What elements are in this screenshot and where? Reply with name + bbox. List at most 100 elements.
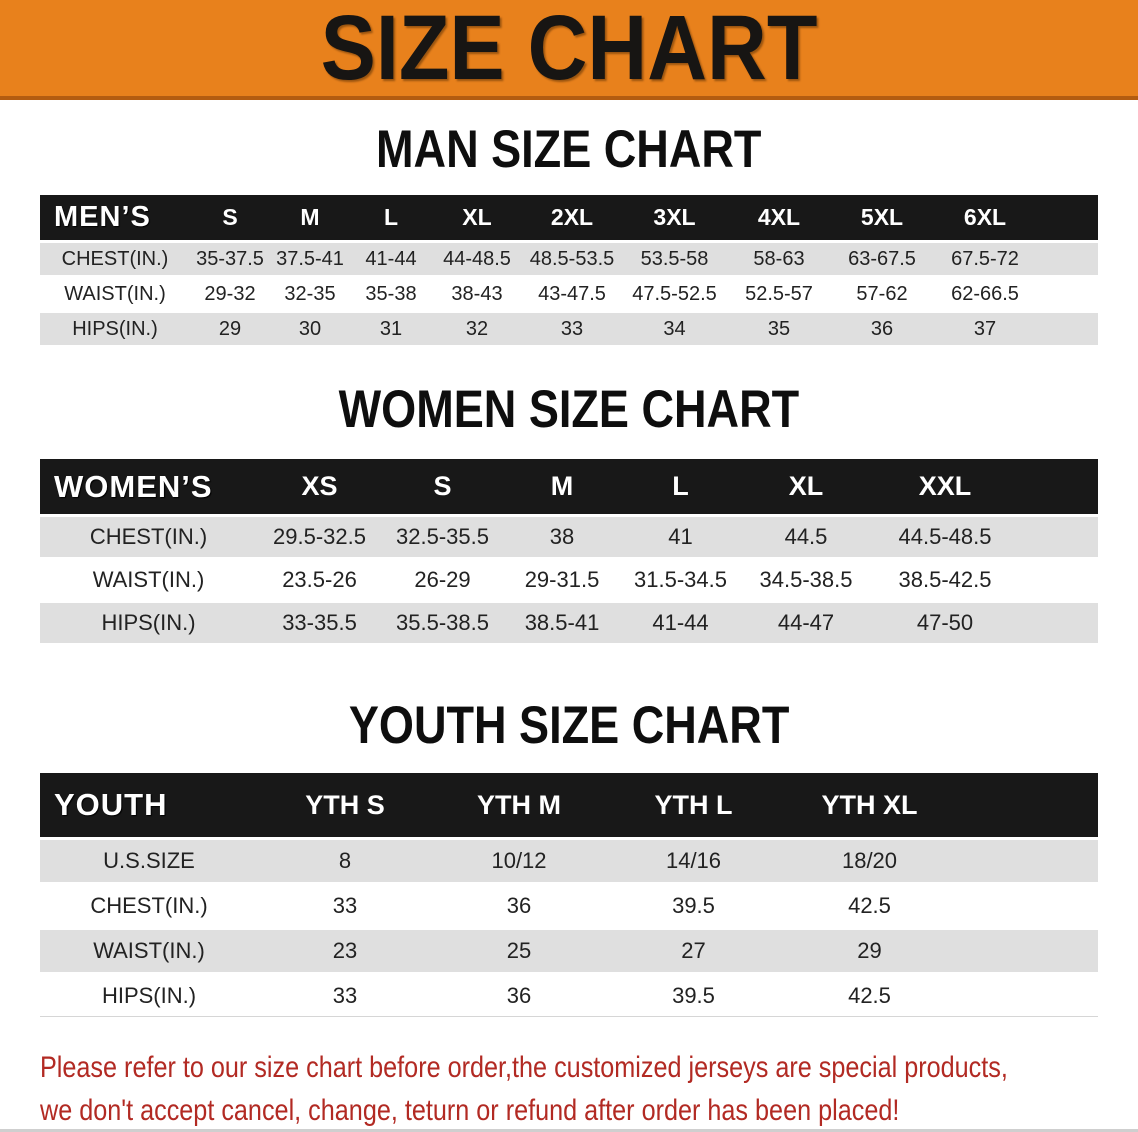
size-cell: 32 [432, 313, 522, 345]
women-section-title-text: WOMEN SIZE CHART [338, 380, 800, 439]
men-table-label: MEN’S [40, 195, 190, 240]
size-cell: 38.5-42.5 [872, 560, 1018, 600]
size-cell: 33 [258, 885, 432, 927]
size-cell: 25 [432, 930, 606, 972]
women-waist-row: WAIST(IN.) 23.5-26 26-29 29-31.5 31.5-34… [40, 560, 1098, 600]
youth-col-header: YTH XL [781, 773, 958, 837]
disclaimer-note: Please refer to our size chart before or… [40, 1046, 1100, 1132]
women-size-table: WOMEN’S XS S M L XL XXL CHEST(IN.) 29.5-… [40, 456, 1098, 646]
women-col-header: L [621, 459, 740, 514]
size-cell: 44-47 [740, 603, 872, 643]
spacer-cell [958, 885, 1098, 927]
size-cell: 44-48.5 [432, 243, 522, 275]
men-col-header: S [190, 195, 270, 240]
women-size-table-wrap: WOMEN’S XS S M L XL XXL CHEST(IN.) 29.5-… [0, 456, 1138, 646]
size-cell: 29-31.5 [503, 560, 621, 600]
spacer-cell [1018, 560, 1098, 600]
youth-hips-row: HIPS(IN.) 33 36 39.5 42.5 [40, 975, 1098, 1017]
size-cell: 44.5 [740, 517, 872, 557]
size-cell: 27 [606, 930, 781, 972]
row-label: WAIST(IN.) [40, 930, 258, 972]
spacer-cell [1037, 243, 1098, 275]
size-cell: 18/20 [781, 840, 958, 882]
women-col-header: XL [740, 459, 872, 514]
spacer-cell [958, 975, 1098, 1017]
size-cell: 35-37.5 [190, 243, 270, 275]
size-cell: 36 [831, 313, 933, 345]
men-chest-row: CHEST(IN.) 35-37.5 37.5-41 41-44 44-48.5… [40, 243, 1098, 275]
youth-size-table-wrap: YOUTH YTH S YTH M YTH L YTH XL U.S.SIZE … [0, 770, 1138, 1020]
row-label: CHEST(IN.) [40, 243, 190, 275]
size-cell: 47-50 [872, 603, 1018, 643]
size-cell: 36 [432, 885, 606, 927]
size-cell: 29 [190, 313, 270, 345]
size-cell: 48.5-53.5 [522, 243, 622, 275]
size-cell: 32.5-35.5 [382, 517, 503, 557]
size-cell: 67.5-72 [933, 243, 1037, 275]
size-cell: 63-67.5 [831, 243, 933, 275]
row-label: CHEST(IN.) [40, 517, 257, 557]
size-cell: 44.5-48.5 [872, 517, 1018, 557]
spacer-cell [1018, 603, 1098, 643]
youth-ussize-row: U.S.SIZE 8 10/12 14/16 18/20 [40, 840, 1098, 882]
youth-col-header: YTH L [606, 773, 781, 837]
size-cell: 38 [503, 517, 621, 557]
row-label: HIPS(IN.) [40, 313, 190, 345]
size-cell: 47.5-52.5 [622, 278, 727, 310]
size-cell: 14/16 [606, 840, 781, 882]
row-label: U.S.SIZE [40, 840, 258, 882]
size-cell: 31 [350, 313, 432, 345]
size-cell: 41-44 [350, 243, 432, 275]
youth-header-row: YOUTH YTH S YTH M YTH L YTH XL [40, 773, 1098, 837]
size-cell: 62-66.5 [933, 278, 1037, 310]
size-cell: 29.5-32.5 [257, 517, 382, 557]
men-col-header: XL [432, 195, 522, 240]
size-cell: 33-35.5 [257, 603, 382, 643]
size-cell: 29 [781, 930, 958, 972]
size-cell: 35.5-38.5 [382, 603, 503, 643]
men-size-table-wrap: MEN’S S M L XL 2XL 3XL 4XL 5XL 6XL CHEST… [0, 192, 1138, 348]
women-col-header: M [503, 459, 621, 514]
size-cell: 23.5-26 [257, 560, 382, 600]
size-cell: 43-47.5 [522, 278, 622, 310]
men-col-header: 2XL [522, 195, 622, 240]
size-cell: 37.5-41 [270, 243, 350, 275]
women-hips-row: HIPS(IN.) 33-35.5 35.5-38.5 38.5-41 41-4… [40, 603, 1098, 643]
size-cell: 8 [258, 840, 432, 882]
size-cell: 53.5-58 [622, 243, 727, 275]
size-cell: 35 [727, 313, 831, 345]
spacer-cell [958, 930, 1098, 972]
size-cell: 34.5-38.5 [740, 560, 872, 600]
disclaimer-line-1: Please refer to our size chart before or… [40, 1051, 1008, 1084]
row-label: CHEST(IN.) [40, 885, 258, 927]
women-header-row: WOMEN’S XS S M L XL XXL [40, 459, 1098, 514]
men-col-header: 6XL [933, 195, 1037, 240]
women-section-title: WOMEN SIZE CHART [0, 382, 1138, 438]
size-cell: 39.5 [606, 885, 781, 927]
size-cell: 37 [933, 313, 1037, 345]
size-cell: 31.5-34.5 [621, 560, 740, 600]
youth-table-label: YOUTH [40, 773, 258, 837]
size-cell: 30 [270, 313, 350, 345]
spacer-cell [1037, 278, 1098, 310]
size-cell: 10/12 [432, 840, 606, 882]
youth-waist-row: WAIST(IN.) 23 25 27 29 [40, 930, 1098, 972]
men-col-header: 5XL [831, 195, 933, 240]
men-hips-row: HIPS(IN.) 29 30 31 32 33 34 35 36 37 [40, 313, 1098, 345]
women-col-header: XS [257, 459, 382, 514]
banner: SIZE CHART [0, 0, 1138, 100]
youth-section-title-text: YOUTH SIZE CHART [348, 696, 790, 755]
spacer-cell [1018, 459, 1098, 514]
size-cell: 58-63 [727, 243, 831, 275]
banner-title: SIZE CHART [320, 0, 818, 99]
youth-section-title: YOUTH SIZE CHART [0, 698, 1138, 754]
youth-size-table: YOUTH YTH S YTH M YTH L YTH XL U.S.SIZE … [40, 770, 1098, 1020]
size-cell: 52.5-57 [727, 278, 831, 310]
women-table-label: WOMEN’S [40, 459, 257, 514]
size-cell: 23 [258, 930, 432, 972]
size-cell: 36 [432, 975, 606, 1017]
size-cell: 32-35 [270, 278, 350, 310]
size-cell: 42.5 [781, 885, 958, 927]
row-label: HIPS(IN.) [40, 975, 258, 1017]
